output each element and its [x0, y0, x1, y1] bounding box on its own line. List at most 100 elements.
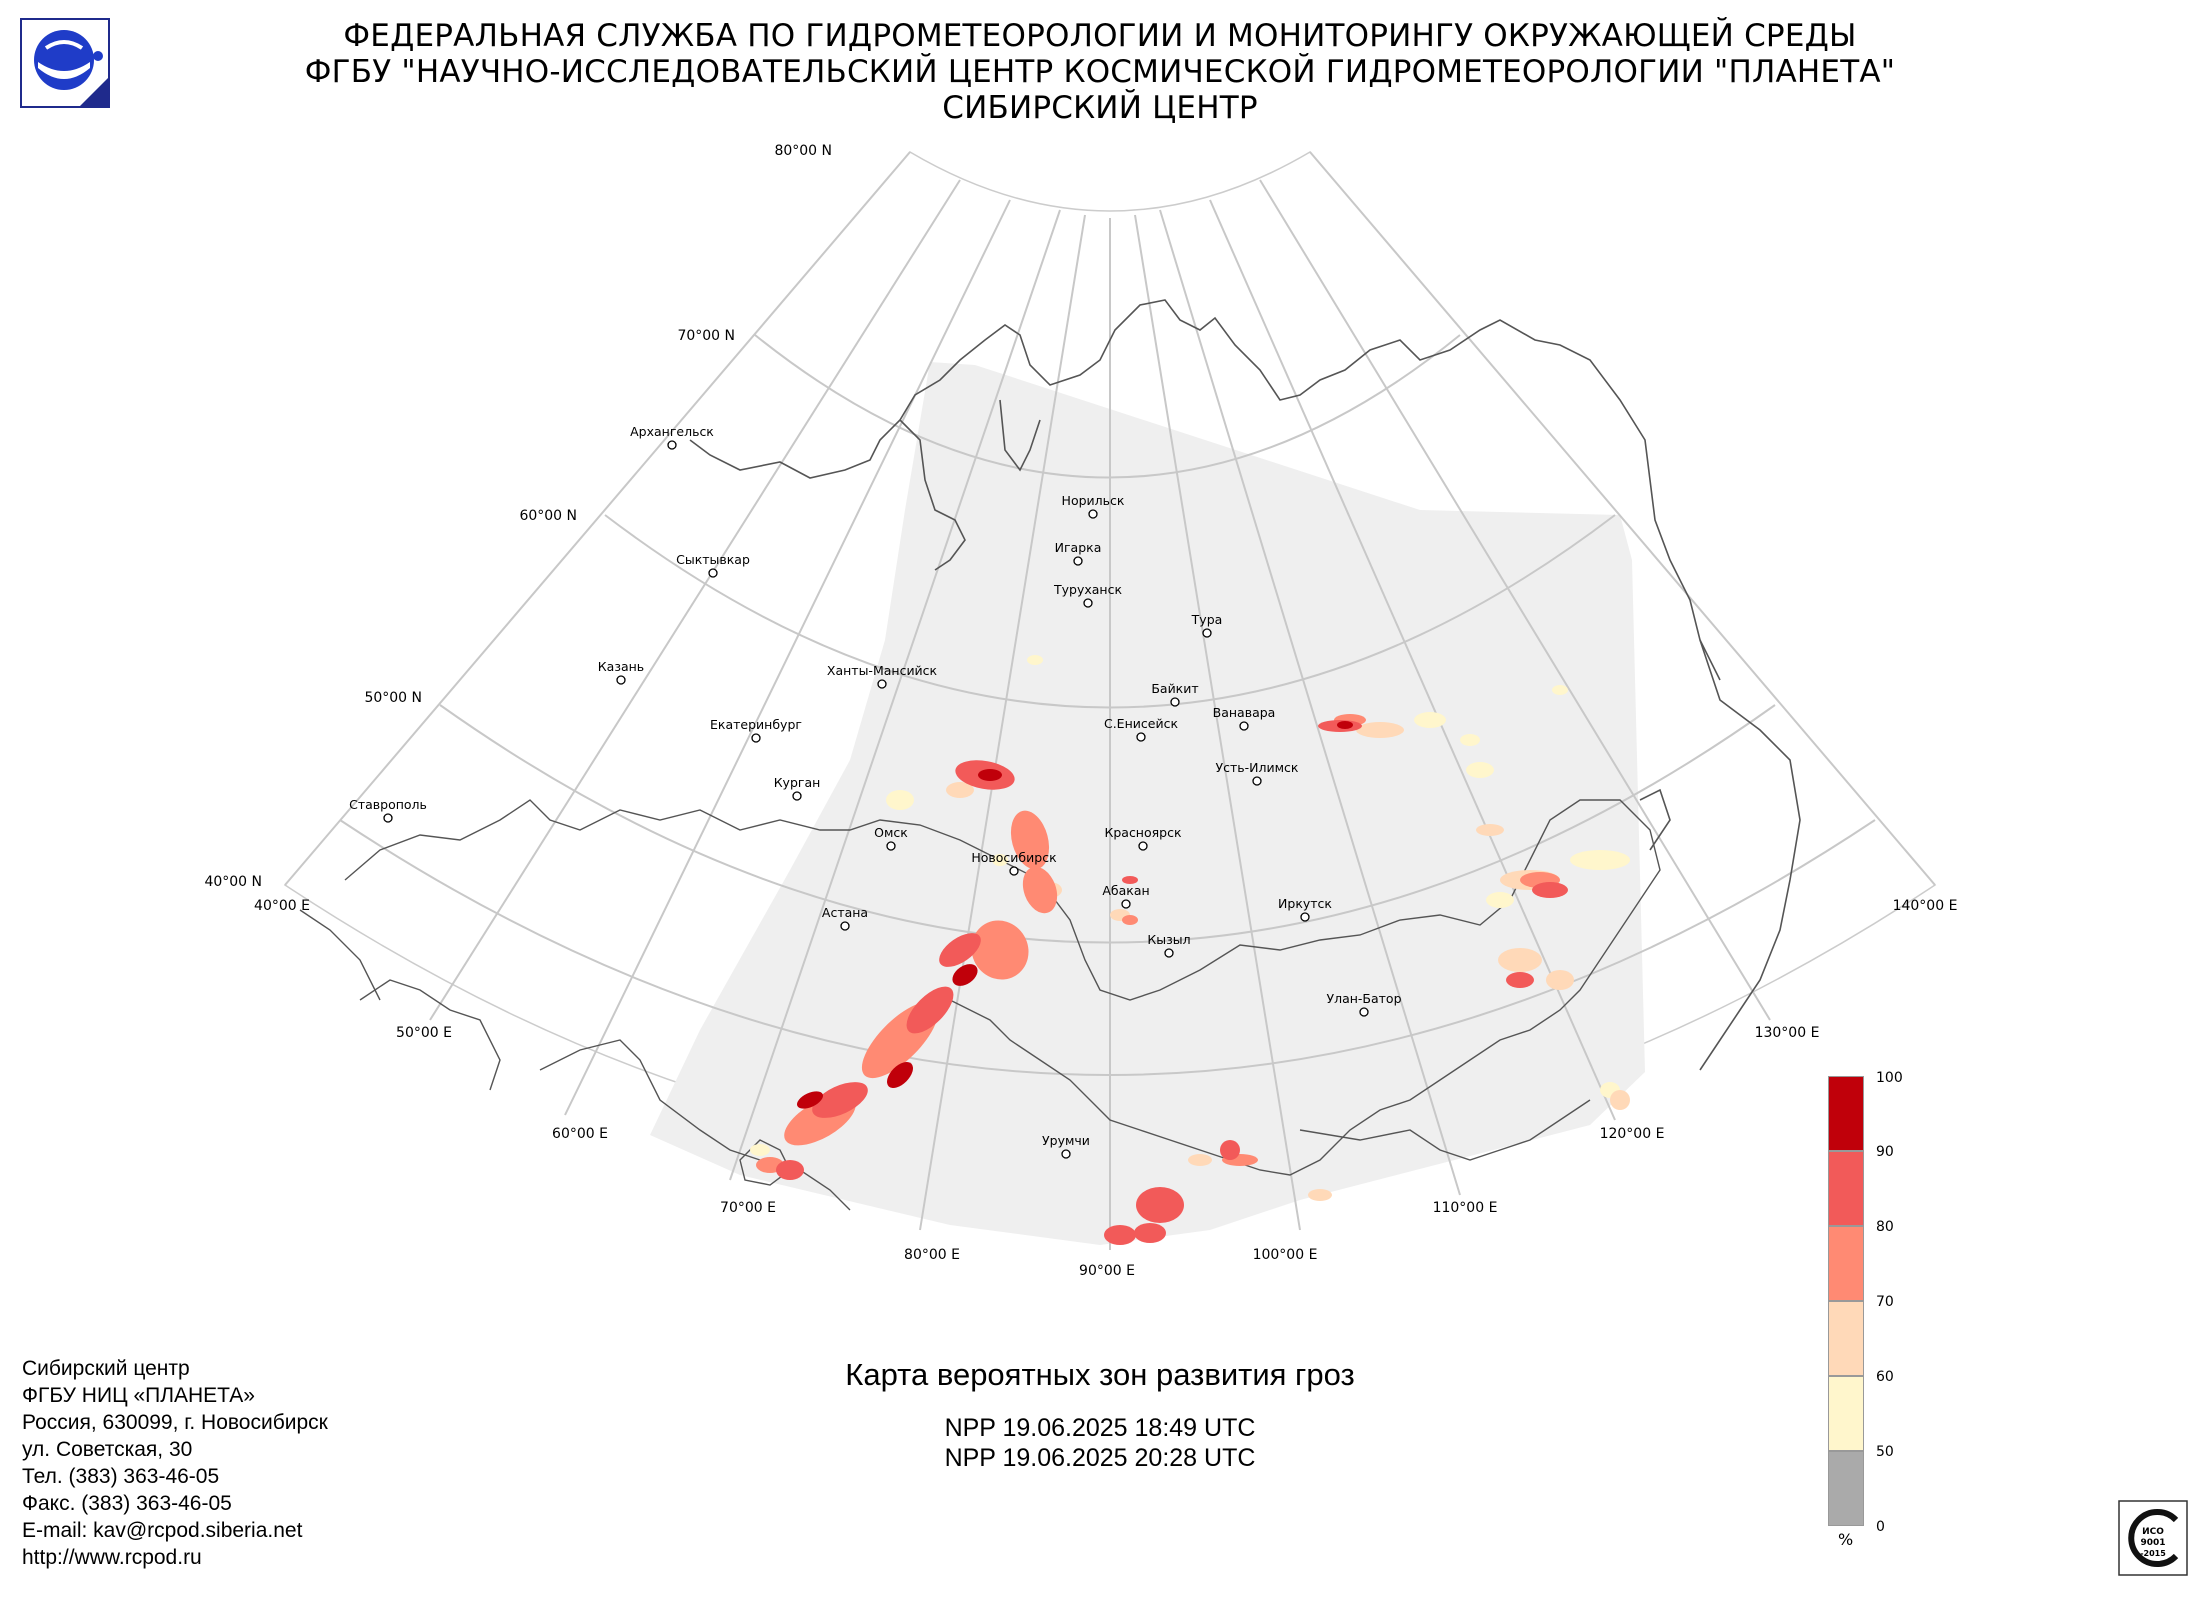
city-kurgan: Курган [774, 775, 821, 801]
lon-label-100: 100°00 E [1253, 1247, 1318, 1263]
contacts-email[interactable]: E-mail: kav@rcpod.siberia.net [22, 1519, 303, 1542]
svg-text:Усть-Илимск: Усть-Илимск [1216, 760, 1299, 775]
svg-text:Байкит: Байкит [1151, 681, 1198, 696]
city-novosibirsk: Новосибирск [971, 850, 1057, 876]
svg-text:Абакан: Абакан [1102, 883, 1149, 898]
contacts-block: Сибирский центр ФГБУ НИЦ «ПЛАНЕТА» Росси… [22, 1355, 328, 1571]
legend-seg-90-100 [1828, 1076, 1864, 1151]
legend-tick-80: 80 [1876, 1219, 1894, 1235]
city-syktyvkar: Сыктывкар [676, 552, 750, 578]
satellite-pass-2: NPP 19.06.2025 20:28 UTC [944, 1444, 1256, 1472]
city-ust-ilimsk: Усть-Илимск [1216, 760, 1299, 786]
lon-label-40: 40°00 E [254, 898, 310, 914]
contacts-line-3: Россия, 630099, г. Новосибирск [22, 1411, 328, 1434]
svg-text:Курган: Курган [774, 775, 821, 790]
svg-text:Иркутск: Иркутск [1278, 896, 1332, 911]
city-baykit: Байкит [1151, 681, 1199, 707]
lon-label-130: 130°00 E [1755, 1025, 1820, 1041]
city-igarka: Игарка [1055, 540, 1102, 566]
city-khanty-mansiysk: Ханты-Мансийск [827, 663, 938, 689]
city-astana: Астана [822, 905, 868, 931]
legend-colorbar [1828, 1076, 1864, 1526]
contacts-line-4: ул. Советская, 30 [22, 1438, 193, 1461]
city-krasnoyarsk: Красноярск [1104, 825, 1182, 851]
zone-p90 [796, 721, 1353, 1109]
legend-seg-0-50 [1828, 1451, 1864, 1526]
header-line-1: ФЕДЕРАЛЬНАЯ СЛУЖБА ПО ГИДРОМЕТЕОРОЛОГИИ … [343, 18, 1857, 54]
city-arkhangelsk: Архангельск [630, 424, 714, 450]
city-stavropol: Ставрополь [349, 797, 427, 823]
svg-text:Ванавара: Ванавара [1213, 705, 1276, 720]
svg-text:Кызыл: Кызыл [1147, 932, 1190, 947]
legend-tick-100: 100 [1876, 1070, 1903, 1086]
latitude-lines [339, 334, 1876, 1076]
contacts-fax: Факс. (383) 363-46-05 [22, 1492, 232, 1515]
legend-tick-0: 0 [1876, 1519, 1885, 1535]
city-kyzyl: Кызыл [1147, 932, 1191, 958]
city-ekaterinburg: Екатеринбург [710, 717, 802, 743]
legend-seg-50-60 [1828, 1376, 1864, 1451]
svg-text:Тура: Тура [1191, 612, 1223, 627]
lon-label-80: 80°00 E [904, 1247, 960, 1263]
legend-seg-70-80 [1828, 1226, 1864, 1301]
header: ФЕДЕРАЛЬНАЯ СЛУЖБА ПО ГИДРОМЕТЕОРОЛОГИИ … [0, 18, 2200, 126]
legend-tick-50: 50 [1876, 1444, 1894, 1460]
contacts-website[interactable]: http://www.rcpod.ru [22, 1546, 202, 1569]
svg-text:Астана: Астана [822, 905, 868, 920]
longitude-labels: 40°00 E 50°00 E 60°00 E 70°00 E 80°00 E … [254, 898, 1957, 1279]
svg-text:С.Енисейск: С.Енисейск [1104, 716, 1178, 731]
longitude-lines [284, 151, 1936, 1250]
city-turukhansk: Туруханск [1053, 582, 1122, 608]
city-omsk: Омск [874, 825, 908, 851]
contacts-line-1: Сибирский центр [22, 1357, 190, 1380]
cities: Архангельск Сыктывкар Казань Екатеринбур… [349, 424, 1402, 1159]
lat-label-40: 40°00 N [204, 874, 262, 890]
legend-seg-60-70 [1828, 1301, 1864, 1376]
coastlines [689, 299, 1801, 1071]
svg-text:Игарка: Игарка [1055, 540, 1102, 555]
city-kazan: Казань [598, 659, 644, 685]
city-abakan: Абакан [1102, 883, 1150, 909]
svg-text:Архангельск: Архангельск [630, 424, 714, 439]
header-line-3: СИБИРСКИЙ ЦЕНТР [942, 90, 1258, 126]
svg-text:Норильск: Норильск [1062, 493, 1125, 508]
lon-label-140: 140°00 E [1893, 898, 1958, 914]
header-line-2: ФГБУ "НАУЧНО-ИССЛЕДОВАТЕЛЬСКИЙ ЦЕНТР КОС… [304, 54, 1896, 90]
svg-text:9001: 9001 [2140, 1538, 2165, 1548]
lat-label-60: 60°00 N [519, 508, 577, 524]
contacts-line-2: ФГБУ НИЦ «ПЛАНЕТА» [22, 1384, 255, 1407]
city-ulan-bator: Улан-Батор [1326, 991, 1402, 1017]
svg-text:Сыктывкар: Сыктывкар [676, 552, 750, 567]
svg-text:Улан-Батор: Улан-Батор [1326, 991, 1401, 1006]
city-urumqi: Урумчи [1042, 1133, 1090, 1159]
svg-text:Новосибирск: Новосибирск [971, 850, 1057, 865]
lat-label-50: 50°00 N [364, 690, 422, 706]
legend-tick-60: 60 [1876, 1369, 1894, 1385]
lat-label-80: 80°00 N [774, 143, 832, 159]
zone-p80 [776, 720, 1568, 1245]
svg-text:Казань: Казань [598, 659, 644, 674]
lon-label-110: 110°00 E [1433, 1200, 1498, 1216]
contacts-phone: Тел. (383) 363-46-05 [22, 1465, 220, 1488]
lon-label-90: 90°00 E [1079, 1263, 1135, 1279]
svg-text:-2015: -2015 [2140, 1549, 2166, 1558]
svg-text:Екатеринбург: Екатеринбург [710, 717, 802, 732]
lon-label-120: 120°00 E [1600, 1126, 1665, 1142]
lon-label-50: 50°00 E [396, 1025, 452, 1041]
svg-text:Ханты-Мансийск: Ханты-Мансийск [827, 663, 938, 678]
legend-tick-70: 70 [1876, 1294, 1894, 1310]
legend-tick-90: 90 [1876, 1144, 1894, 1160]
svg-text:Красноярск: Красноярск [1104, 825, 1181, 840]
legend-unit: % [1838, 1530, 1854, 1549]
svg-text:ИСО: ИСО [2142, 1527, 2164, 1537]
svg-text:Туруханск: Туруханск [1053, 582, 1122, 597]
svg-text:Омск: Омск [874, 825, 908, 840]
latitude-labels: 80°00 N 70°00 N 60°00 N 50°00 N 40°00 N [204, 143, 832, 890]
city-irkutsk: Иркутск [1278, 896, 1332, 922]
satellite-pass-1: NPP 19.06.2025 18:49 UTC [944, 1414, 1256, 1442]
planeta-logo-icon [20, 18, 110, 108]
city-vanavara: Ванавара [1213, 705, 1276, 731]
city-tura: Тура [1191, 612, 1223, 638]
city-norilsk: Норильск [1062, 493, 1125, 519]
